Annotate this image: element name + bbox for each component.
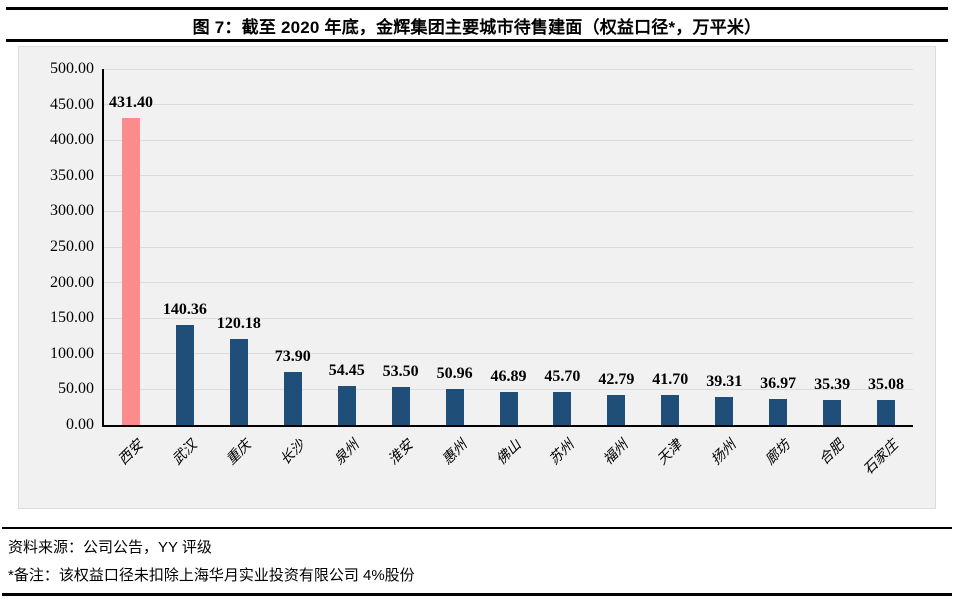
bar-value-label: 41.70: [652, 371, 689, 388]
bar-value-label: 431.40: [108, 94, 153, 111]
top-border-rule: [6, 7, 948, 10]
bar: [715, 397, 734, 425]
bar: [445, 389, 464, 425]
bar: [823, 400, 842, 425]
source-text: 资料来源：公司公告，YY 评级: [8, 539, 212, 556]
bar-value-label: 46.89: [490, 368, 527, 385]
bar-value-label: 35.39: [814, 376, 851, 393]
gridline: [104, 353, 913, 355]
bar: [553, 392, 572, 425]
x-axis-category-label: 武汉: [168, 436, 200, 468]
gridline: [104, 175, 913, 177]
y-axis-tick-label: 400.00: [50, 131, 94, 149]
x-axis-category-label: 重庆: [222, 436, 254, 468]
bar: [769, 399, 788, 425]
bar: [661, 395, 680, 425]
bar-value-label: 54.45: [328, 362, 365, 379]
bar-value-label: 35.08: [868, 376, 905, 393]
bar-value-label: 120.18: [216, 315, 261, 332]
bar: [499, 392, 518, 425]
x-axis-category-label: 合肥: [815, 436, 847, 468]
gridline: [104, 68, 913, 70]
x-axis-category-label: 扬州: [707, 436, 739, 468]
gridline: [104, 210, 913, 212]
bar-value-label: 39.31: [706, 373, 743, 390]
y-axis-tick-label: 450.00: [50, 95, 94, 113]
bar-value-label: 36.97: [760, 375, 797, 392]
bar-value-label: 45.70: [544, 368, 581, 385]
footer-separator-rule: [2, 527, 952, 529]
bar: [175, 325, 194, 425]
bar: [283, 372, 302, 425]
y-axis-tick-label: 500.00: [50, 60, 94, 77]
x-axis-category-label: 西安: [114, 436, 146, 468]
x-axis-category-label: 长沙: [276, 436, 308, 468]
x-axis-category-label: 天津: [653, 436, 686, 468]
bar: [229, 339, 248, 425]
y-axis-tick-label: 100.00: [50, 344, 94, 362]
bottom-border-rule: [2, 593, 952, 596]
bar: [121, 118, 140, 425]
y-axis-tick-label: 300.00: [50, 202, 94, 220]
y-axis-tick-label: 0.00: [66, 416, 94, 433]
bar: [391, 387, 410, 425]
bar: [877, 400, 896, 425]
x-axis-category-label: 淮安: [384, 436, 416, 468]
x-axis-category-label: 惠州: [438, 436, 470, 468]
bar: [337, 386, 356, 425]
bar-value-label: 42.79: [598, 371, 635, 388]
x-axis-line: [102, 425, 913, 427]
x-axis-category-label: 佛山: [492, 436, 524, 468]
chart-plot-panel: 0.00 50.00 100.00 150.00 200.00 250.00 300.00 3…: [18, 46, 936, 509]
bar-value-label: 73.90: [274, 348, 311, 365]
gridline: [104, 104, 913, 106]
y-axis-tick-label: 350.00: [50, 166, 94, 184]
gridline: [104, 317, 913, 319]
x-axis-category-label: 福州: [599, 436, 632, 468]
y-axis-tick-label: 150.00: [50, 309, 94, 327]
bar-value-label: 140.36: [162, 301, 207, 318]
x-axis-category-label: 泉州: [330, 436, 362, 468]
y-axis-tick-label: 200.00: [50, 273, 94, 291]
y-axis-line: [102, 69, 104, 427]
gridline: [104, 246, 913, 248]
gridline: [104, 388, 913, 390]
chart-title: 图 7：截至 2020 年底，金辉集团主要城市待售建面（权益口径*，万平米）: [192, 18, 762, 37]
y-axis-tick-label: 250.00: [50, 238, 94, 255]
bar-value-label: 53.50: [382, 363, 419, 380]
x-axis-category-label: 苏州: [546, 436, 578, 468]
x-axis-category-label: 石家庄: [859, 436, 901, 478]
bar: [607, 395, 626, 425]
x-axis-category-label: 廊坊: [761, 436, 793, 468]
footnote-text: *备注：该权益口径未扣除上海华月实业投资有限公司 4%股份: [8, 567, 415, 584]
gridline: [104, 139, 913, 141]
title-separator-rule: [6, 39, 948, 42]
gridline: [104, 282, 913, 284]
y-axis-tick-label: 50.00: [58, 380, 94, 398]
bar-value-label: 50.96: [436, 365, 473, 382]
